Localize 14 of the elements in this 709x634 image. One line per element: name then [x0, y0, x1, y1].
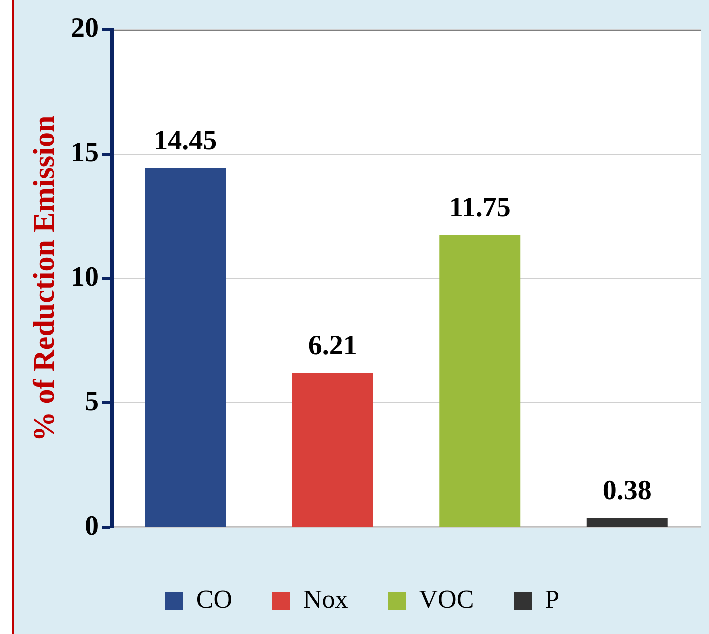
- legend-label: CO: [196, 584, 232, 614]
- data-label: 0.38: [602, 475, 652, 506]
- y-axis-title: % of Reduction Emission: [28, 116, 61, 442]
- y-tick-label: 5: [85, 386, 99, 418]
- y-tick-label: 15: [71, 138, 99, 169]
- data-label: 6.21: [308, 330, 358, 362]
- legend-label: P: [545, 584, 560, 614]
- data-label: 11.75: [449, 192, 511, 224]
- legend-label: Nox: [303, 584, 348, 614]
- legend-label: VOC: [419, 584, 474, 614]
- y-tick-label: 0: [85, 510, 99, 542]
- y-tick-label: 10: [71, 262, 99, 294]
- y-tick-label: 20: [71, 13, 99, 44]
- data-label: 14.45: [154, 125, 218, 156]
